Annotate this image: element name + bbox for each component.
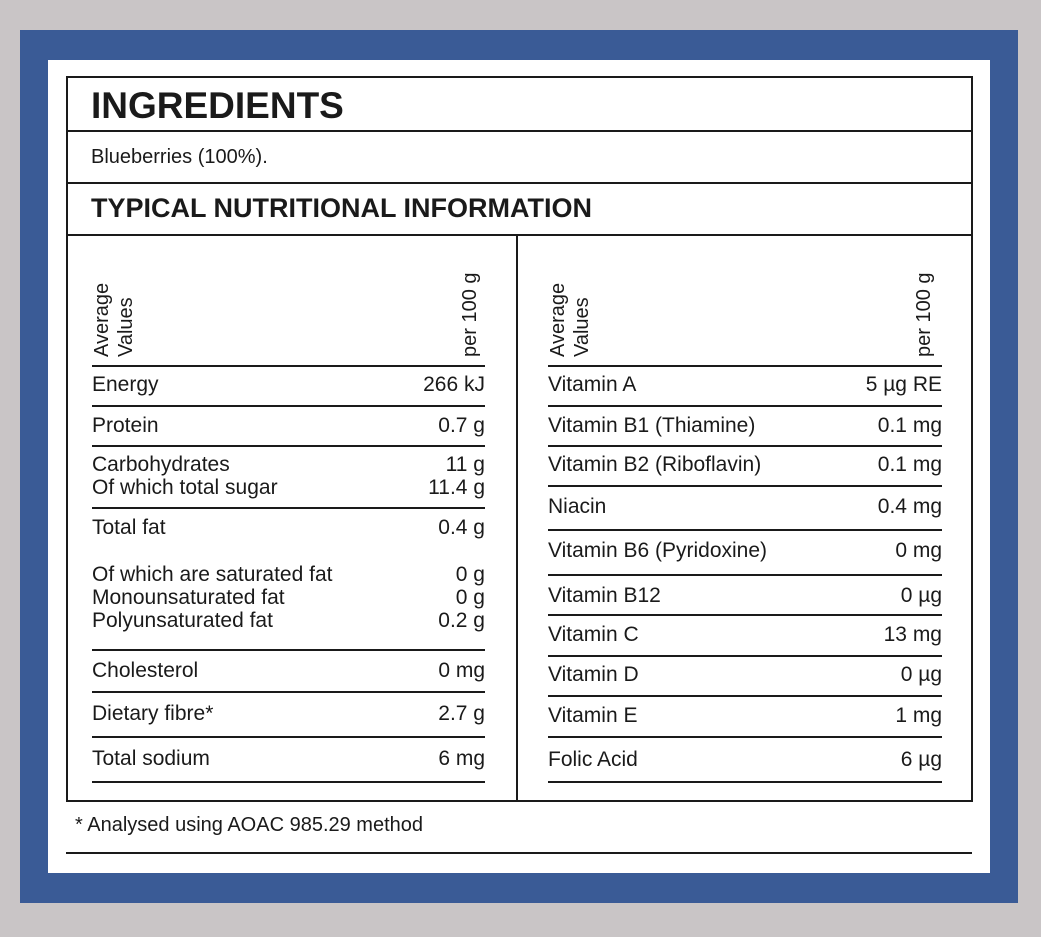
column-divider: [516, 234, 518, 800]
nutrient-value: 0 mg: [438, 659, 485, 682]
row-separator: [548, 614, 942, 616]
nutrient-name: Vitamin B12: [548, 584, 661, 607]
nutrient-value: 0 µg: [900, 584, 942, 607]
nutrient-value: 11.4 g: [428, 476, 485, 499]
divider: [66, 130, 971, 132]
header-unit: per 100 g: [913, 272, 935, 357]
footnote: * Analysed using AOAC 985.29 method: [75, 814, 424, 836]
nutrient-name: Vitamin E: [548, 704, 638, 727]
nutrient-name: Folic Acid: [548, 748, 638, 771]
row-separator: [548, 529, 942, 531]
label-box: [66, 76, 973, 802]
nutrient-name: Dietary fibre*: [92, 702, 214, 725]
nutrient-name: Total fat: [92, 516, 166, 539]
nutrient-value: 2.7 g: [438, 702, 485, 725]
divider: [66, 852, 972, 854]
nutrient-value: 0.2 g: [438, 609, 485, 632]
nutrient-name: Polyunsaturated fat: [92, 609, 273, 632]
row-separator: [92, 649, 485, 651]
nutrient-name: Carbohydrates: [92, 453, 230, 476]
nutrient-value: 13 mg: [883, 623, 942, 646]
row-separator: [92, 405, 485, 407]
nutrient-value: 0.1 mg: [877, 453, 942, 476]
nutrient-value: 0.4 g: [438, 516, 485, 539]
ingredients-text: Blueberries (100%).: [91, 146, 268, 168]
nutrient-name: Vitamin B6 (Pyridoxine): [548, 539, 768, 562]
nutrient-value: 0 mg: [895, 539, 942, 562]
header-label: Average Values: [91, 282, 137, 357]
row-separator: [92, 691, 485, 693]
row-separator: [548, 445, 942, 447]
nutrient-name: Vitamin C: [548, 623, 639, 646]
nutrient-name: Vitamin B1 (Thiamine): [548, 414, 756, 437]
ingredients-title: INGREDIENTS: [91, 85, 344, 126]
row-separator: [92, 365, 485, 367]
nutrient-value: 0.1 mg: [877, 414, 942, 437]
nutrient-name: Of which are saturated fat: [92, 563, 333, 586]
nutrient-value: 0 g: [455, 563, 485, 586]
nutrient-value: 6 µg: [900, 748, 942, 771]
row-separator: [548, 695, 942, 697]
nutrient-name: Cholesterol: [92, 659, 199, 682]
nutrient-value: 0.4 mg: [877, 495, 942, 518]
nutrient-name: Of which total sugar: [92, 476, 278, 499]
divider: [66, 182, 971, 184]
row-separator: [548, 655, 942, 657]
nutrient-name: Vitamin D: [548, 663, 639, 686]
header-label: Average Values: [547, 282, 593, 357]
row-separator: [548, 365, 942, 367]
nutrient-name: Energy: [92, 373, 159, 396]
header-unit: per 100 g: [459, 272, 481, 357]
nutrient-name: Total sodium: [92, 747, 210, 770]
row-separator: [548, 485, 942, 487]
nutrient-value: 266 kJ: [423, 373, 485, 396]
nutrition-title: TYPICAL NUTRITIONAL INFORMATION: [91, 193, 592, 223]
row-separator: [92, 736, 485, 738]
divider: [66, 234, 971, 236]
row-separator: [548, 574, 942, 576]
nutrient-name: Protein: [92, 414, 159, 437]
row-separator: [92, 781, 485, 783]
nutrient-value: 6 mg: [438, 747, 485, 770]
nutrient-name: Monounsaturated fat: [92, 586, 285, 609]
nutrient-value: 11 g: [445, 453, 485, 476]
row-separator: [92, 445, 485, 447]
nutrient-value: 5 µg RE: [865, 373, 942, 396]
nutrient-name: Vitamin B2 (Riboflavin): [548, 453, 762, 476]
row-separator: [548, 736, 942, 738]
row-separator: [548, 405, 942, 407]
nutrient-name: Niacin: [548, 495, 607, 518]
nutrient-value: 0 g: [455, 586, 485, 609]
nutrient-name: Vitamin A: [548, 373, 637, 396]
row-separator: [92, 507, 485, 509]
nutrient-value: 1 mg: [895, 704, 942, 727]
nutrient-value: 0.7 g: [438, 414, 485, 437]
nutrient-value: 0 µg: [900, 663, 942, 686]
row-separator: [548, 781, 942, 783]
